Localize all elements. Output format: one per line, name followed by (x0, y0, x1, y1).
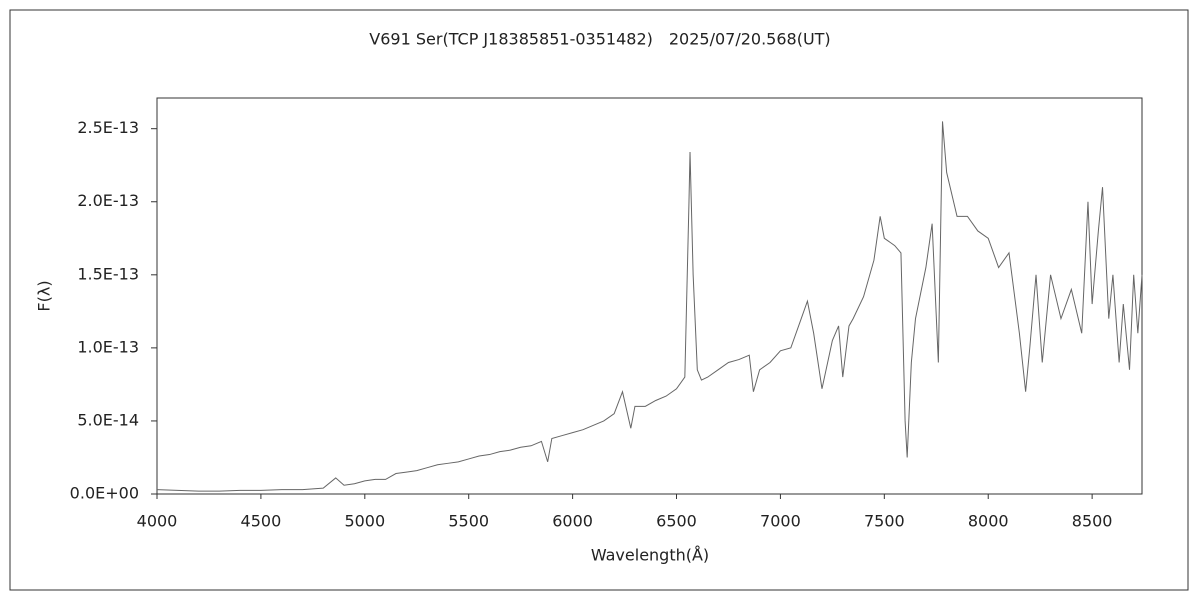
outer-frame (9, 9, 1189, 591)
x-axis-label: Wavelength(Å) (591, 546, 709, 565)
y-axis-label: F(λ) (35, 280, 54, 311)
y-tick-label: 5.0E-14 (77, 410, 139, 429)
x-tick-label: 5500 (448, 512, 489, 531)
y-tick-label: 2.5E-13 (77, 118, 139, 137)
x-tick-label: 7000 (760, 512, 801, 531)
y-tick-label: 1.5E-13 (77, 264, 139, 283)
x-tick-label: 6000 (552, 512, 593, 531)
y-tick-label: 2.0E-13 (77, 191, 139, 210)
spectrum-line (156, 121, 1143, 492)
x-tick-label: 8000 (968, 512, 1009, 531)
x-tick-label: 6500 (656, 512, 697, 531)
plot-frame (156, 97, 1143, 495)
y-tick-label: 1.0E-13 (77, 337, 139, 356)
x-tick-label: 5000 (344, 512, 385, 531)
x-tick-label: 4500 (241, 512, 282, 531)
chart-title: V691 Ser(TCP J18385851-0351482) 2025/07/… (369, 30, 830, 49)
x-tick-label: 8500 (1072, 512, 1113, 531)
y-tick-label: 0.0E+00 (70, 484, 139, 503)
x-tick-label: 7500 (864, 512, 905, 531)
x-tick-label: 4000 (137, 512, 178, 531)
